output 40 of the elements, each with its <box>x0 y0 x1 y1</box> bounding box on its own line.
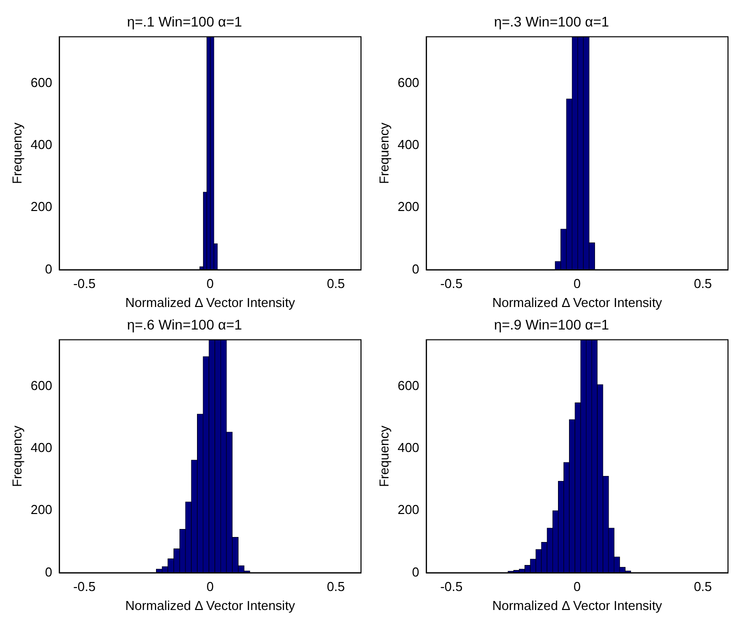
chart-title: η=.6 Win=100 α=1 <box>126 316 242 332</box>
y-tick-label: 0 <box>45 261 52 276</box>
y-tick-label: 400 <box>30 440 52 456</box>
x-tick-label: -0.5 <box>440 276 463 292</box>
chart-title: η=.1 Win=100 α=1 <box>126 13 242 30</box>
y-axis-title: Frequency <box>376 122 392 184</box>
x-tick-label: -0.5 <box>73 579 96 594</box>
x-axis-title: Normalized Δ Vector Intensity <box>492 294 663 310</box>
x-axis-title: Normalized Δ Vector Intensity <box>492 598 663 613</box>
y-tick-label: 600 <box>30 378 52 393</box>
x-tick-label: 0 <box>206 579 214 594</box>
y-tick-label: 0 <box>412 564 420 580</box>
y-tick-label: 400 <box>30 137 52 152</box>
x-axis-title: Normalized Δ Vector Intensity <box>125 598 296 613</box>
y-tick-label: 200 <box>30 199 52 214</box>
x-tick-label: 0 <box>574 276 581 292</box>
y-axis-title: Frequency <box>9 425 24 488</box>
y-tick-label: 600 <box>30 74 52 90</box>
y-tick-label: 400 <box>398 137 420 152</box>
y-tick-label: 0 <box>45 564 52 580</box>
y-tick-label: 0 <box>412 261 420 276</box>
y-axis-title: Frequency <box>376 425 392 488</box>
x-axis-title: Normalized Δ Vector Intensity <box>125 294 296 310</box>
x-tick-label: 0.5 <box>694 276 712 292</box>
y-tick-label: 600 <box>398 378 420 393</box>
y-axis-title: Frequency <box>9 122 24 184</box>
y-tick-label: 600 <box>398 74 420 90</box>
x-tick-label: 0.5 <box>326 579 345 594</box>
x-tick-label: 0 <box>574 579 581 594</box>
x-tick-label: 0.5 <box>326 276 345 292</box>
chart-title: η=.3 Win=100 α=1 <box>494 13 610 30</box>
x-tick-label: -0.5 <box>73 276 96 292</box>
x-tick-label: 0 <box>206 276 214 292</box>
y-tick-label: 200 <box>398 502 420 518</box>
y-tick-label: 200 <box>30 502 52 518</box>
x-tick-label: 0.5 <box>694 579 712 594</box>
x-tick-label: -0.5 <box>440 579 463 594</box>
y-tick-label: 400 <box>398 440 420 456</box>
y-tick-label: 200 <box>398 199 420 214</box>
chart-title: η=.9 Win=100 α=1 <box>494 316 610 332</box>
